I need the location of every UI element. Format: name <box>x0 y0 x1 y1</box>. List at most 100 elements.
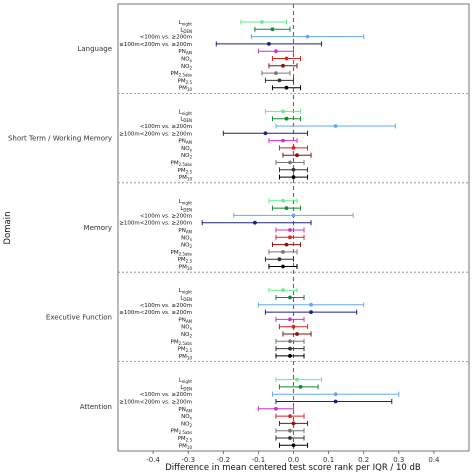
x-tick-label: 0.0 <box>288 456 299 464</box>
point-estimate <box>284 85 289 90</box>
exposure-label: PM2.5abs <box>171 429 193 436</box>
exposure-label: PM10 <box>179 354 193 361</box>
exposure-label: NO2 <box>181 332 192 339</box>
point-estimate <box>295 332 299 336</box>
point-estimate <box>288 160 292 165</box>
point-estimate <box>284 206 289 211</box>
exposure-label: <100m vs. ≥200m <box>140 392 192 398</box>
exposure-label: LDEN <box>180 296 192 303</box>
exposure-label: Lnight <box>179 20 193 27</box>
point-estimate <box>288 339 292 344</box>
exposure-label: NOx <box>181 146 192 153</box>
point-estimate <box>288 228 292 232</box>
x-tick-label: 0.4 <box>428 456 440 464</box>
exposure-label: ≥100m<200m vs. ≥200m <box>119 221 192 227</box>
x-tick-label: 0.3 <box>393 456 404 464</box>
exposure-label: ≥100m<200m vs. ≥200m <box>119 131 192 137</box>
point-estimate <box>288 428 292 433</box>
point-estimate <box>295 153 299 158</box>
point-estimate <box>281 250 285 254</box>
point-estimate <box>263 131 268 136</box>
exposure-label: LDEN <box>180 117 192 124</box>
y-axis-title: Domain <box>3 212 13 245</box>
point-estimate <box>267 42 271 46</box>
domain-dividers <box>118 93 469 363</box>
exposure-label: NOx <box>181 325 192 332</box>
point-estimate <box>284 116 289 121</box>
x-tick-label: 0.1 <box>323 456 334 464</box>
point-estimate <box>281 264 285 269</box>
exposure-label: PM2.5 <box>178 168 193 175</box>
exposure-label: NO2 <box>181 153 192 160</box>
point-estimate <box>288 317 292 322</box>
point-estimate <box>309 310 313 314</box>
point-estimate <box>291 175 296 180</box>
point-estimate <box>281 198 285 203</box>
exposure-label: NOx <box>181 235 192 242</box>
exposure-label: <100m vs. ≥200m <box>140 303 192 309</box>
exposure-label: LDEN <box>180 206 192 213</box>
domain-labels: Language Short Term / Working Memory Memor… <box>8 45 112 411</box>
exposure-label: PNAM <box>178 407 192 414</box>
exposure-label: NO2 <box>181 421 192 428</box>
exposure-label: PM2.5 <box>178 347 193 354</box>
point-estimate <box>252 220 257 225</box>
point-estimate <box>298 385 303 389</box>
point-estimate <box>288 295 292 300</box>
exposure-label: PNAM <box>178 317 192 324</box>
point-estimate <box>309 302 313 307</box>
point-estimate <box>288 354 292 358</box>
point-estimate <box>291 421 296 426</box>
point-estimate <box>291 443 296 448</box>
exposure-label: LDEN <box>180 385 192 392</box>
exposure-label: Lnight <box>179 109 193 116</box>
x-axis: -0.4 -0.3 -0.2 -0.1 0.0 0.1 0.2 0.3 0.4 <box>146 451 440 464</box>
domain-label: Memory <box>84 224 112 232</box>
exposure-label: NO2 <box>181 243 192 250</box>
domain-label: Language <box>77 45 112 53</box>
point-estimate <box>281 288 285 293</box>
point-estimate <box>295 377 299 382</box>
exposure-label: ≥100m<200m vs. ≥200m <box>119 310 192 316</box>
exposure-label: Lnight <box>179 378 193 385</box>
point-estimate <box>281 63 285 68</box>
point-estimate <box>333 392 338 397</box>
point-estimate <box>274 406 278 411</box>
x-axis-title: Difference in mean centered test score r… <box>165 463 421 473</box>
estimate-marks <box>201 19 400 448</box>
exposure-label: PM10 <box>179 175 193 182</box>
exposure-label: PM2.5abs <box>171 71 193 78</box>
exposure-label: PM10 <box>179 265 193 272</box>
exposure-label: Lnight <box>179 288 193 295</box>
domain-label: Short Term / Working Memory <box>8 135 112 143</box>
point-estimate <box>274 71 278 75</box>
exposure-label: NOx <box>181 414 192 421</box>
exposure-label: ≥100m<200m vs. ≥200m <box>119 400 192 406</box>
point-estimate <box>333 399 338 404</box>
exposure-label: PNAM <box>178 228 192 235</box>
point-estimate <box>291 167 296 172</box>
domain-label: Attention <box>80 403 112 411</box>
exposure-label: PNAM <box>178 139 192 146</box>
exposure-label: PM10 <box>179 86 193 93</box>
point-estimate <box>291 146 296 150</box>
point-estimate <box>277 257 282 262</box>
exposure-label: NOx <box>181 57 192 64</box>
point-estimate <box>260 20 264 24</box>
point-estimate <box>270 27 275 32</box>
exposure-label: PM2.5 <box>178 436 193 443</box>
exposure-label: LDEN <box>180 27 192 34</box>
point-estimate <box>284 242 289 247</box>
point-estimate <box>333 124 338 128</box>
exposure-label: PM2.5abs <box>171 250 193 257</box>
exposure-label: PM2.5 <box>178 257 193 264</box>
domain-label: Executive Function <box>46 313 112 321</box>
point-estimate <box>288 235 292 240</box>
exposure-label: PM10 <box>179 443 193 450</box>
exposure-label: NO2 <box>181 64 192 71</box>
point-estimate <box>291 324 296 329</box>
point-estimate <box>291 213 296 218</box>
point-estimate <box>277 78 282 83</box>
